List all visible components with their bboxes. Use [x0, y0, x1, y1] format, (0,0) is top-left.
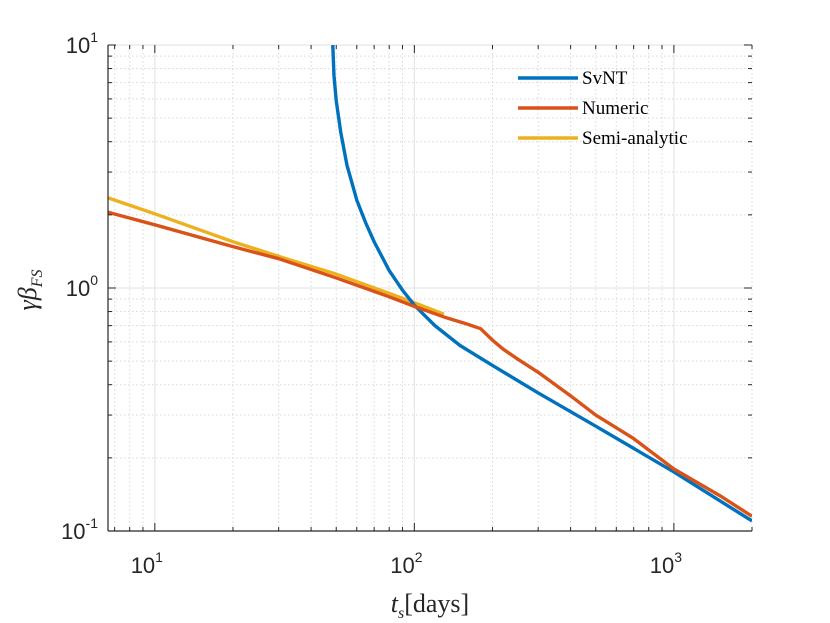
- series-line-numeric: [108, 210, 752, 518]
- series-line-svnt: [331, 45, 752, 523]
- x-tick-exponent: 2: [415, 549, 423, 565]
- x-tick-label: 101: [131, 549, 163, 578]
- y-tick-base: 10: [61, 519, 85, 544]
- y-tick-base: 10: [66, 33, 90, 58]
- legend-label: Semi-analytic: [582, 128, 688, 149]
- x-tick-base: 10: [390, 553, 414, 578]
- x-tick-exponent: 1: [155, 549, 163, 565]
- y-tick-label: 10-1: [61, 515, 98, 544]
- y-tick-exponent: 0: [90, 272, 98, 288]
- x-axis-label: ts[days]: [391, 589, 469, 622]
- y-tick-label: 101: [66, 29, 98, 58]
- tick-marks: [108, 44, 753, 532]
- x-tick-label: 103: [650, 549, 682, 578]
- y-tick-exponent: 1: [90, 29, 98, 45]
- x-tick-base: 10: [650, 553, 674, 578]
- x-tick-label: 102: [390, 549, 422, 578]
- y-axis-label: γβFS: [13, 270, 46, 311]
- series-layer: [108, 45, 752, 523]
- legend-label: Numeric: [582, 98, 648, 119]
- y-tick-label: 100: [66, 272, 98, 301]
- y-tick-exponent: -1: [86, 515, 99, 531]
- y-tick-base: 10: [66, 276, 90, 301]
- x-tick-exponent: 3: [674, 549, 682, 565]
- legend: SvNT Numeric Semi-analytic: [518, 68, 688, 149]
- legend-label: SvNT: [582, 68, 628, 89]
- x-tick-base: 10: [131, 553, 155, 578]
